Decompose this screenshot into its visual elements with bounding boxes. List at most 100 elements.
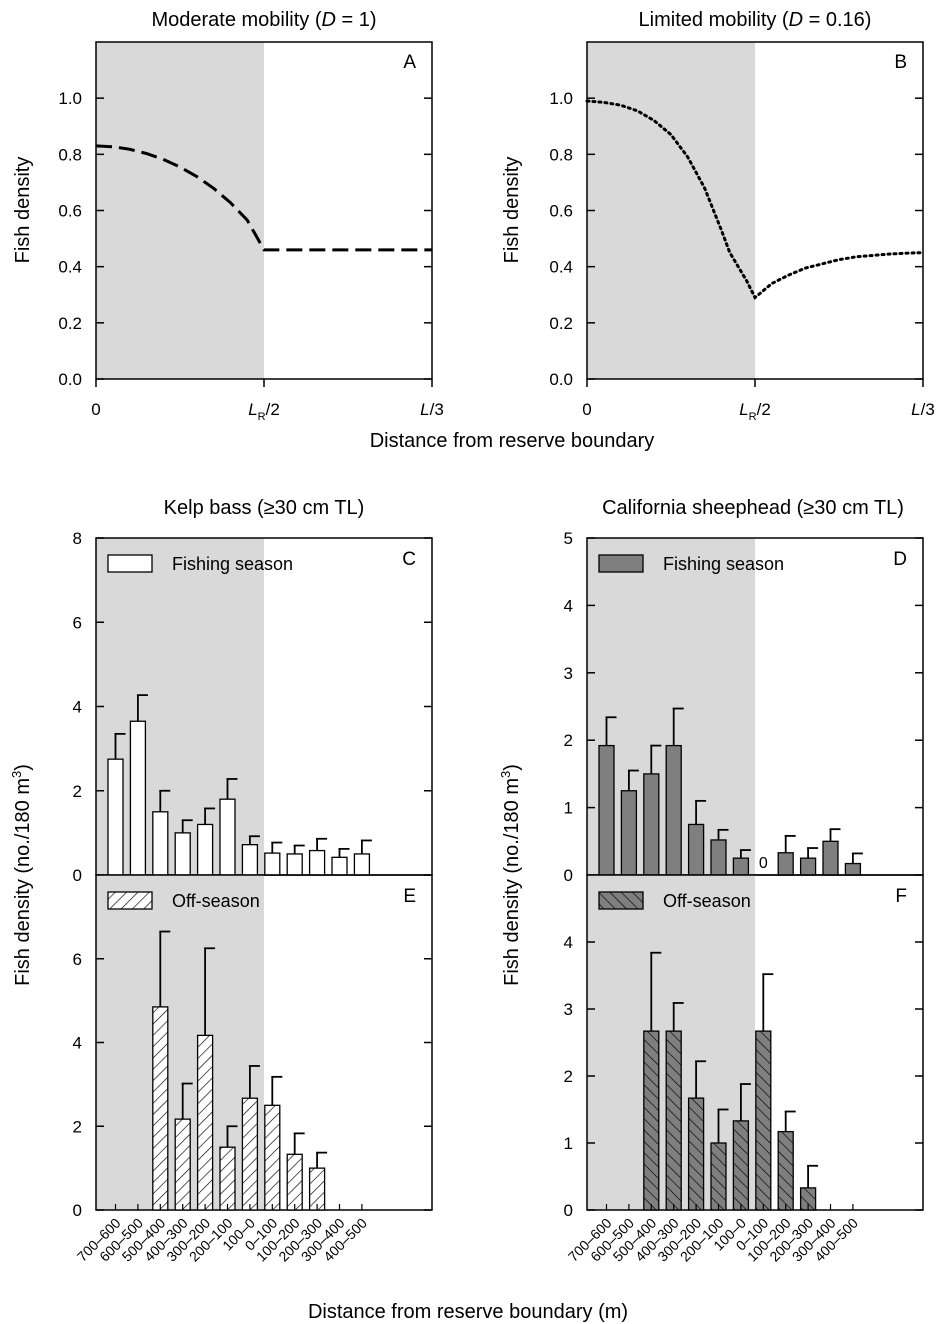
panel-letter: D: [893, 549, 907, 570]
y-tick-label: 0.6: [549, 202, 573, 221]
bar: [331, 856, 348, 876]
y-tick-label: 8: [73, 529, 82, 548]
y-tick-label: 1.0: [58, 89, 82, 108]
panel-c: 0 2 4 6 8 C Fishing season: [73, 529, 433, 885]
bar: [286, 1153, 303, 1211]
bar: [844, 862, 862, 876]
panel-a: 0.0 0.2 0.4 0.6 0.8 1.0 0 LR/2 L/3 A: [58, 41, 444, 423]
bar: [710, 839, 727, 876]
y-tick-label: 0: [73, 1201, 82, 1220]
y-tick-label: 6: [73, 950, 82, 969]
bottom-left-ylabel: Fish density (no./180 m3): [9, 764, 34, 986]
legend-label: Off-season: [172, 891, 260, 911]
bar: [643, 773, 660, 876]
y-tick-label: 6: [73, 613, 82, 632]
bar: [152, 1006, 169, 1211]
x-tick-label: LR/2: [248, 400, 280, 423]
y-tick-label: 0.8: [58, 145, 82, 164]
panel-letter: A: [403, 52, 416, 73]
y-tick-label: 0.2: [58, 314, 82, 333]
bar: [107, 758, 124, 876]
panel-a-ylabel: Fish density: [12, 157, 34, 264]
y-tick-label: 0.6: [58, 202, 82, 221]
bar: [822, 840, 839, 876]
panel-b-ylabel: Fish density: [501, 157, 523, 264]
y-tick-label: 4: [564, 933, 573, 952]
y-tick-label: 1: [564, 1134, 573, 1153]
x-tick-label: 0: [582, 400, 591, 419]
top-xlabel: Distance from reserve boundary: [370, 430, 655, 452]
bottom-xlabel: Distance from reserve boundary (m): [308, 1301, 628, 1323]
panel-letter: C: [402, 549, 416, 570]
y-tick-label: 3: [564, 1000, 573, 1019]
y-tick-label: 0.0: [549, 370, 573, 389]
panel-f: 01234FOff-season700–600600–500500–400400…: [564, 874, 924, 1265]
bar: [732, 857, 750, 876]
bar: [219, 798, 236, 876]
bar: [308, 849, 326, 876]
bar: [620, 790, 638, 876]
bar: [687, 823, 705, 876]
series-line: [95, 144, 432, 252]
panel-a-title: Moderate mobility (D = 1): [151, 9, 376, 31]
y-tick-label: 4: [73, 1034, 82, 1053]
bar: [353, 853, 371, 876]
zero-label: 0: [759, 855, 768, 872]
panel-d: 0 1 2 3 4 5 D Fishing season 0: [564, 529, 924, 885]
y-tick-label: 1.0: [549, 89, 573, 108]
panel-letter: E: [403, 886, 416, 907]
x-tick-label: L/3: [420, 400, 444, 419]
y-tick-label: 2: [73, 1117, 82, 1136]
bottom-right-ylabel: Fish density (no./180 m3): [498, 764, 523, 986]
panel-letter: B: [894, 52, 907, 73]
y-tick-label: 0.0: [58, 370, 82, 389]
legend-swatch: [107, 891, 153, 910]
bar: [174, 832, 191, 876]
panel-d-title: California sheephead (≥30 cm TL): [602, 497, 904, 519]
bar: [174, 1118, 191, 1211]
panel-letter: F: [895, 886, 907, 907]
legend-swatch: [598, 554, 644, 573]
reserve-shading: [96, 538, 264, 875]
bar: [665, 1030, 682, 1211]
reserve-shading: [587, 42, 755, 379]
bar: [286, 853, 303, 876]
bar: [129, 720, 147, 876]
bar: [777, 1130, 794, 1211]
legend-swatch: [107, 554, 153, 573]
panel-b-title: Limited mobility (D = 0.16): [639, 9, 872, 31]
x-tick-label: LR/2: [739, 400, 771, 423]
bar: [219, 1146, 236, 1211]
bar: [777, 852, 794, 876]
y-tick-label: 0: [564, 1201, 573, 1220]
y-tick-label: 4: [564, 596, 573, 615]
y-tick-label: 0.2: [549, 314, 573, 333]
bar: [665, 744, 682, 876]
bar: [643, 1030, 660, 1211]
y-tick-label: 5: [564, 529, 573, 548]
legend-swatch: [598, 891, 644, 910]
plot-frame: [586, 874, 924, 1211]
panel-c-title: Kelp bass (≥30 cm TL): [164, 497, 365, 519]
panel-b: 0.0 0.2 0.4 0.6 0.8 1.0 0 LR/2 L/3 B: [549, 41, 935, 423]
y-tick-label: 1: [564, 799, 573, 818]
series-line: [585, 99, 925, 300]
bar: [732, 1120, 750, 1211]
reserve-shading: [96, 42, 264, 379]
y-tick-label: 0.8: [549, 145, 573, 164]
y-tick-label: 2: [564, 1067, 573, 1086]
bar: [710, 1142, 727, 1211]
bar: [241, 1097, 259, 1211]
y-tick-label: 0.4: [58, 258, 82, 277]
panel-e: 0246EOff-season700–600600–500500–400400–…: [73, 874, 433, 1265]
y-tick-label: 0: [73, 866, 82, 885]
bar: [196, 823, 214, 876]
bar: [196, 1034, 214, 1211]
x-tick-label: L/3: [911, 400, 935, 419]
bar: [308, 1167, 326, 1211]
y-tick-label: 2: [564, 731, 573, 750]
bar: [152, 811, 169, 876]
legend-label: Fishing season: [663, 554, 784, 574]
y-tick-label: 2: [73, 782, 82, 801]
